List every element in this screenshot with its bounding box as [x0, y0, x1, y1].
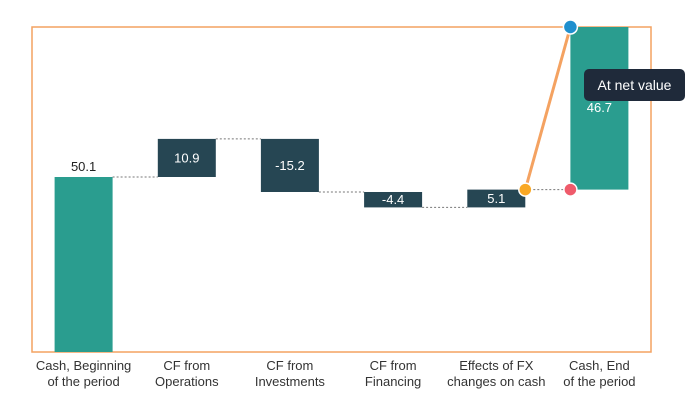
- bar-4: [467, 189, 526, 208]
- value-label-2: -15.2: [275, 158, 305, 173]
- net-value-annotation[interactable]: At net value: [518, 19, 685, 197]
- tooltip-text: At net value: [598, 77, 672, 93]
- handle-start-point[interactable]: [518, 182, 533, 197]
- value-label-3: -4.4: [382, 192, 404, 207]
- value-label-5: 46.7: [587, 100, 612, 115]
- x-tick-label-1-1: Operations: [155, 374, 219, 389]
- bar-2: [260, 138, 319, 192]
- bar-0: [54, 177, 113, 352]
- bars: [54, 27, 629, 352]
- x-tick-label-5-0: Cash, End: [569, 358, 630, 373]
- value-label-4: 5.1: [487, 191, 505, 206]
- value-labels: 50.1 10.9 -15.2 -4.4 5.1 46.7: [71, 100, 612, 207]
- x-tick-label-4-0: Effects of FX: [459, 358, 534, 373]
- value-label-0: 50.1: [71, 159, 96, 174]
- x-tick-label-3-0: CF from: [370, 358, 417, 373]
- net-value-handle-line: [523, 25, 572, 192]
- x-tick-label-0-1: of the period: [47, 374, 119, 389]
- x-tick-label-4-1: changes on cash: [447, 374, 545, 389]
- bar-1: [157, 138, 216, 177]
- plot-frame: [31, 26, 652, 353]
- bar-5: [570, 27, 629, 190]
- x-tick-label-2-1: Investments: [255, 374, 326, 389]
- tooltip-box: [584, 69, 685, 101]
- x-tick-label-1-0: CF from: [163, 358, 210, 373]
- x-tick-label-2-0: CF from: [266, 358, 313, 373]
- handle-end-point[interactable]: [562, 19, 579, 35]
- bar-3: [364, 192, 423, 208]
- x-tick-label-3-1: Financing: [365, 374, 421, 389]
- connector-lines: [112, 138, 571, 208]
- x-tick-label-5-1: of the period: [563, 374, 635, 389]
- handle-mid-point[interactable]: [563, 182, 578, 197]
- x-tick-label-0-0: Cash, Beginning: [36, 358, 131, 373]
- value-label-1: 10.9: [174, 151, 199, 166]
